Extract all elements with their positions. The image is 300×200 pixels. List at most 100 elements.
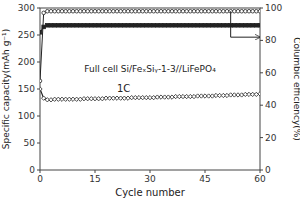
point-marker	[71, 23, 75, 27]
x-tick-label: 15	[89, 174, 100, 184]
series-line	[40, 11, 260, 81]
annotation-text: 1C	[117, 83, 130, 94]
y-tick-label: 100	[18, 111, 35, 121]
point-marker	[214, 23, 218, 27]
point-marker	[123, 9, 127, 13]
point-marker	[119, 23, 123, 27]
y2-tick	[260, 40, 263, 41]
point-marker	[75, 23, 79, 27]
y2-tick-label: 40	[265, 100, 277, 110]
point-marker	[258, 9, 260, 13]
point-marker	[57, 9, 61, 13]
point-marker	[86, 23, 90, 27]
point-marker	[60, 23, 64, 27]
plot-frame	[40, 8, 260, 170]
point-marker	[137, 9, 141, 13]
point-marker	[200, 9, 204, 13]
point-marker	[152, 9, 156, 13]
y2-tick	[260, 72, 263, 73]
point-marker	[145, 9, 149, 13]
point-marker	[134, 23, 138, 27]
point-marker	[68, 9, 72, 13]
point-marker	[233, 9, 237, 13]
point-marker	[156, 23, 160, 27]
point-marker	[126, 23, 130, 27]
point-marker	[167, 23, 171, 27]
y-tick	[37, 170, 40, 171]
point-marker	[40, 87, 42, 91]
point-marker	[207, 9, 211, 13]
y2-tick	[260, 170, 263, 171]
point-marker	[141, 23, 145, 27]
point-marker	[64, 9, 68, 13]
point-marker	[178, 23, 182, 27]
bracket-arrow	[231, 11, 260, 37]
point-marker	[115, 23, 119, 27]
point-marker	[108, 9, 112, 13]
point-marker	[163, 23, 167, 27]
x-tick-label: 30	[144, 174, 156, 184]
point-marker	[126, 9, 130, 13]
point-marker	[218, 9, 222, 13]
y-tick	[37, 62, 40, 63]
point-marker	[40, 31, 42, 35]
point-marker	[53, 23, 57, 27]
point-marker	[46, 23, 50, 27]
x-tick	[205, 170, 206, 173]
point-marker	[258, 23, 260, 27]
point-marker	[112, 9, 116, 13]
y-tick	[37, 116, 40, 117]
point-marker	[218, 23, 222, 27]
y2-tick-label: 80	[265, 35, 277, 45]
point-marker	[247, 23, 251, 27]
point-marker	[119, 9, 123, 13]
point-marker	[49, 23, 53, 27]
point-marker	[101, 23, 105, 27]
y-tick	[37, 89, 40, 90]
point-marker	[258, 92, 260, 96]
point-marker	[60, 9, 64, 13]
point-marker	[101, 9, 105, 13]
point-marker	[181, 23, 185, 27]
point-marker	[115, 9, 119, 13]
point-marker	[222, 9, 226, 13]
annotation-text: Full cell Si/FeₓSiᵧ-1-3//LiFePO₄	[84, 64, 216, 74]
point-marker	[170, 9, 174, 13]
point-marker	[104, 9, 108, 13]
point-marker	[251, 9, 255, 13]
point-marker	[75, 9, 79, 13]
point-marker	[123, 23, 127, 27]
y2-tick-label: 20	[265, 133, 277, 143]
point-marker	[244, 23, 248, 27]
point-marker	[46, 9, 50, 13]
point-marker	[225, 23, 229, 27]
point-marker	[255, 9, 259, 13]
x-axis-label: Cycle number	[115, 187, 185, 198]
point-marker	[203, 9, 207, 13]
point-marker	[178, 9, 182, 13]
x-tick-label: 45	[199, 174, 210, 184]
y-axis-label: Specific capacity(mAh g⁻¹)	[1, 29, 11, 149]
point-marker	[163, 9, 167, 13]
point-marker	[68, 23, 72, 27]
point-marker	[236, 23, 240, 27]
point-marker	[137, 23, 141, 27]
x-tick	[150, 170, 151, 173]
point-marker	[93, 23, 97, 27]
point-marker	[181, 9, 185, 13]
point-marker	[240, 9, 244, 13]
point-marker	[90, 9, 94, 13]
point-marker	[159, 9, 163, 13]
point-marker	[196, 23, 200, 27]
point-marker	[189, 23, 193, 27]
point-marker	[40, 79, 42, 83]
point-marker	[141, 9, 145, 13]
y-tick-label: 200	[18, 57, 35, 67]
point-marker	[247, 9, 251, 13]
point-marker	[159, 23, 163, 27]
point-marker	[82, 9, 86, 13]
point-marker	[200, 23, 204, 27]
point-marker	[42, 11, 46, 15]
point-marker	[108, 23, 112, 27]
point-marker	[130, 23, 134, 27]
